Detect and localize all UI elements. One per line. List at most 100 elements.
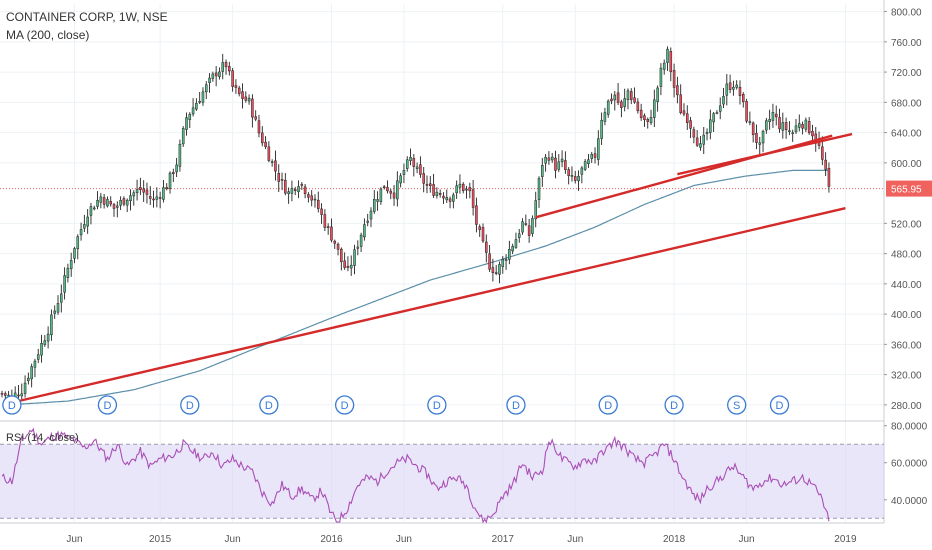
candle-body [485,241,488,253]
price-tick-label: 480.00 [891,250,922,261]
candle-body [254,116,257,120]
candle-body [481,227,485,242]
candle-body [40,343,43,356]
time-tick-label: 2019 [834,534,857,545]
candle-body [326,226,330,228]
candle-body [537,178,541,200]
dividend-marker-label: D [776,400,784,412]
dividend-marker[interactable] [97,395,118,415]
candle-body [636,101,640,112]
time-tick-label: Jun [225,534,241,545]
candle-body [616,92,620,103]
candle-body [798,123,801,128]
candle-body [172,172,175,174]
trendline-1 [8,207,846,405]
candle-body [699,143,702,148]
candle-body [373,198,376,212]
dividend-marker-label: D [341,400,349,412]
candle-body [689,120,692,129]
candle-body [448,198,452,202]
candle-body [761,131,765,144]
candle-body [432,184,435,196]
candle-body [349,264,353,269]
dividend-marker[interactable] [664,395,684,415]
candle-body [649,117,653,123]
candle-body [23,382,27,394]
candle-body [682,110,686,115]
candle-body [570,175,574,177]
candle-body [86,216,89,227]
candle-body [244,96,248,101]
dividend-marker[interactable] [2,395,22,415]
dividend-marker[interactable] [334,395,355,415]
candle-body [46,333,50,342]
candle-body [69,260,73,269]
dividend-marker[interactable] [727,395,747,415]
candle-body [139,187,142,190]
rsi-tick-label: 80.0000 [891,422,928,433]
candle-body [162,187,165,200]
candle-body [626,90,630,101]
candle-body [228,66,231,72]
price-tick-label: 800.00 [891,8,922,19]
candle-body [33,360,37,368]
candle-body [89,206,93,216]
candle-body [735,84,738,88]
candle-body [148,196,152,199]
dividend-marker-label: D [186,400,194,412]
dividend-marker[interactable] [598,395,618,415]
candle-body [60,293,63,303]
dividend-marker[interactable] [427,395,447,415]
dividend-marker[interactable] [506,395,526,415]
time-tick-label: 2018 [663,534,686,545]
candle-body [405,159,409,169]
candle-body [53,310,56,314]
candle-body [620,101,623,108]
candle-body [498,264,501,275]
candle-body [784,122,788,131]
candle-body [768,118,771,123]
dividend-marker[interactable] [769,395,790,415]
candle-body [112,204,116,209]
candle-body [50,314,53,336]
candle-body [310,195,313,201]
candle-body [705,131,709,134]
dividend-marker[interactable] [180,395,200,415]
candle-body [419,164,422,175]
rsi-legend: RSI (14, close) [6,432,79,444]
candle-body [231,70,234,87]
candle-body [353,249,356,266]
candle-body [514,239,518,248]
candle-body [827,167,831,187]
candle-body [66,267,70,278]
candle-body [247,97,251,102]
candle-body [435,191,439,196]
candle-body [402,170,406,175]
candle-body [695,137,699,146]
candle-body [155,196,159,200]
candle-body [445,197,449,201]
candle-body [359,234,363,247]
candle-body [468,187,472,192]
dividend-marker-label: D [433,400,441,412]
dividend-marker[interactable] [259,395,279,415]
candle-body [102,197,106,205]
candle-body [488,253,491,270]
candle-body [646,119,650,122]
candle-body [116,205,119,208]
candle-body [198,100,201,103]
candle-body [274,160,277,172]
candle-body [610,98,613,102]
candle-body [135,189,139,194]
candle-body [356,246,360,249]
candle-body [465,188,468,191]
candle-body [524,223,528,225]
candle-body [27,377,30,382]
candle-body [142,188,145,193]
candle-body [379,188,383,202]
candle-body [550,156,554,161]
last-price-tag [886,180,932,197]
candle-body [643,115,646,120]
candle-body [293,189,297,191]
